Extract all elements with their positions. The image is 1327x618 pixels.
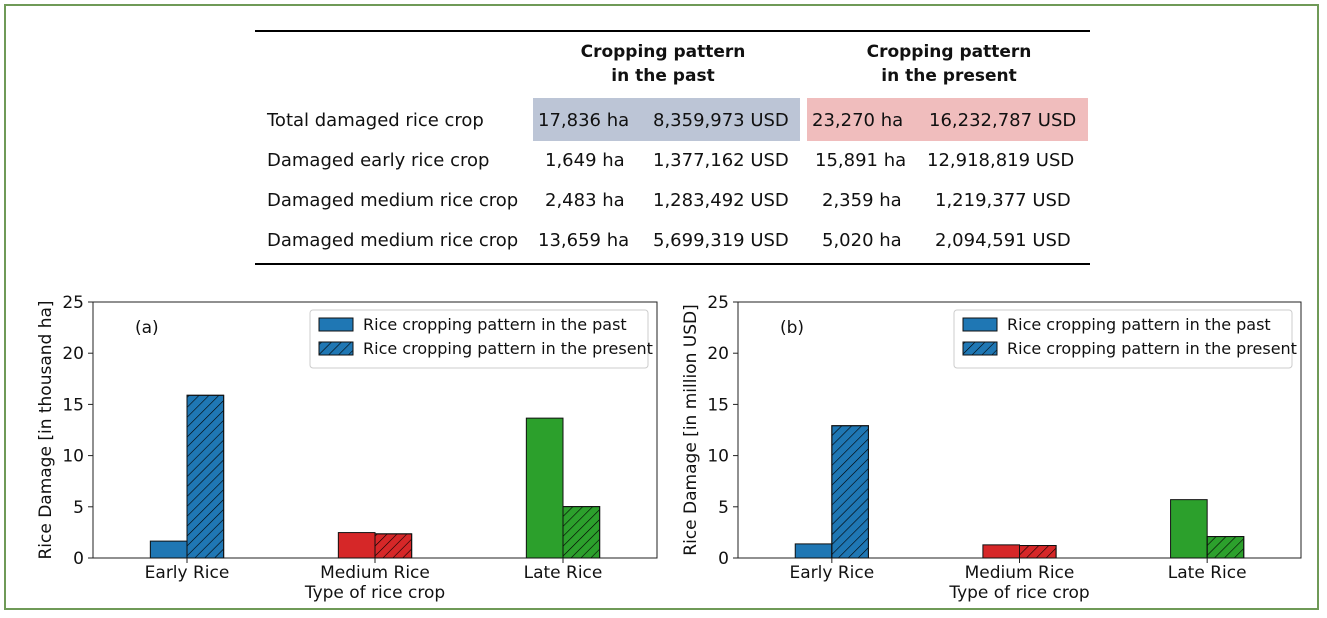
chart0-ytick-label: 20	[62, 344, 84, 364]
figure-frame	[4, 4, 1319, 610]
chart0-ytick-label: 10	[62, 447, 84, 467]
chart1-ytick-label: 0	[718, 549, 729, 569]
chart1-bar-past	[1170, 499, 1208, 559]
chart0-legend-box	[309, 309, 649, 369]
chart0-xtick-label: Medium Rice	[320, 563, 430, 583]
cell-medium-past-ha: 2,483 ha	[545, 190, 625, 211]
chart0-xtick-label: Early Rice	[145, 563, 230, 583]
chart1-legend-swatch	[962, 317, 998, 332]
chart1-xlabel: Type of rice crop	[948, 583, 1089, 603]
header-past-line2: in the past	[611, 66, 715, 86]
cell-early-past-usd: 1,377,162 USD	[653, 150, 789, 171]
cell-total-past-usd: 8,359,973 USD	[653, 110, 789, 131]
cell-early-present-ha: 15,891 ha	[815, 150, 907, 171]
chart1-legend-swatch-hatch	[962, 341, 998, 356]
chart1-legend-box	[953, 309, 1293, 369]
chart0-legend-label: Rice cropping pattern in the present	[363, 339, 653, 358]
chart1-bar-past	[794, 543, 833, 559]
cell-late-past-usd: 5,699,319 USD	[653, 230, 789, 251]
chart1-xtick-label: Late Rice	[1168, 563, 1247, 583]
chart0-ytick-label: 0	[73, 549, 84, 569]
cell-medium-past-usd: 1,283,492 USD	[653, 190, 789, 211]
chart0-legend-swatch	[318, 317, 354, 332]
highlight-present	[807, 98, 1088, 141]
chart0-ytick-label: 5	[73, 498, 84, 518]
header-present: Cropping pattern in the present	[810, 40, 1088, 88]
chart1-xtick-label: Early Rice	[789, 563, 874, 583]
row-label-late: Damaged medium rice crop	[267, 230, 519, 251]
chart1-ylabel: Rice Damage [in million USD]	[681, 304, 701, 555]
cell-early-present-usd: 12,918,819 USD	[927, 150, 1075, 171]
header-past: Cropping pattern in the past	[533, 40, 793, 88]
chart1-xtick-label: Medium Rice	[965, 563, 1075, 583]
chart1-panel-label: (b)	[780, 318, 804, 338]
chart0-bar-past	[337, 532, 376, 559]
chart1-ytick-label: 5	[718, 498, 729, 518]
chart0-panel-label: (a)	[135, 318, 159, 338]
header-past-line1: Cropping pattern	[580, 42, 746, 62]
cell-total-present-usd: 16,232,787 USD	[929, 110, 1077, 131]
header-present-line2: in the present	[881, 66, 1017, 86]
chart1-bar-hatch	[1019, 545, 1057, 559]
chart0-xtick-label: Late Rice	[524, 563, 603, 583]
chart0-legend-swatch-hatch	[318, 341, 354, 356]
chart1-legend-label: Rice cropping pattern in the present	[1007, 339, 1297, 358]
table-bottom-rule	[255, 263, 1090, 265]
row-label-medium: Damaged medium rice crop	[267, 190, 519, 211]
cell-late-present-ha: 5,020 ha	[822, 230, 902, 251]
chart1-bar-hatch	[1206, 536, 1245, 559]
chart1-ytick-label: 25	[707, 293, 729, 313]
cell-late-present-usd: 2,094,591 USD	[935, 230, 1071, 251]
chart0-ytick-label: 25	[62, 293, 84, 313]
highlight-past	[533, 98, 800, 141]
chart1-ytick-label: 15	[707, 395, 729, 415]
table-top-rule	[255, 30, 1090, 32]
chart0-bar-past	[149, 540, 188, 559]
chart1-ytick-label: 20	[707, 344, 729, 364]
row-label-early: Damaged early rice crop	[267, 150, 490, 171]
cell-late-past-ha: 13,659 ha	[538, 230, 630, 251]
chart1-legend-label: Rice cropping pattern in the past	[1007, 315, 1271, 334]
chart0-bar-hatch	[374, 533, 413, 559]
cell-total-past-ha: 17,836 ha	[538, 110, 630, 131]
chart0-bar-hatch	[186, 394, 225, 559]
cell-total-present-ha: 23,270 ha	[812, 110, 904, 131]
chart0-legend-label: Rice cropping pattern in the past	[363, 315, 627, 334]
chart1-bar-past	[982, 544, 1021, 559]
cell-medium-present-ha: 2,359 ha	[822, 190, 902, 211]
chart0-bar-past	[525, 417, 564, 559]
chart0-ylabel: Rice Damage [in thousand ha]	[36, 300, 56, 559]
row-label-total: Total damaged rice crop	[267, 110, 484, 131]
cell-early-past-ha: 1,649 ha	[545, 150, 625, 171]
header-present-line1: Cropping pattern	[866, 42, 1032, 62]
chart0-bar-hatch	[562, 506, 601, 559]
chart0-ytick-label: 15	[62, 395, 84, 415]
chart0-xlabel: Type of rice crop	[304, 583, 445, 603]
chart1-bar-hatch	[831, 425, 869, 559]
cell-medium-present-usd: 1,219,377 USD	[935, 190, 1071, 211]
chart1-ytick-label: 10	[707, 447, 729, 467]
